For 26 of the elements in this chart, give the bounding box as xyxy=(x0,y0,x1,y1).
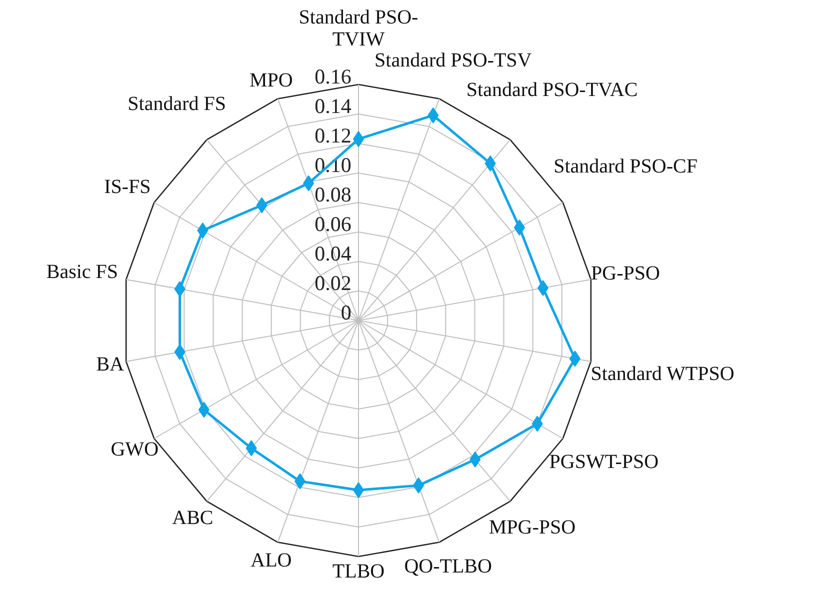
y-tick-label: 0 xyxy=(340,300,352,324)
spoke-label: Standard PSO-TVIW xyxy=(298,6,418,50)
spoke-label: BA xyxy=(96,353,125,376)
spoke-label: Standard WTPSO xyxy=(590,363,734,386)
y-tick-label: 0.04 xyxy=(314,241,352,266)
y-tick-label: 0.12 xyxy=(314,123,352,148)
spoke-label: PG-PSO xyxy=(591,262,660,284)
spoke-label: IS-FS xyxy=(104,176,151,198)
spoke-label: MPG-PSO xyxy=(488,516,576,539)
spoke-label: Standard PSO-CF xyxy=(554,155,698,178)
y-tick-label: 0.14 xyxy=(314,94,352,118)
y-tick-label: 0.02 xyxy=(314,270,352,295)
spoke-label: Standard FS xyxy=(128,93,226,116)
y-tick-label: 0.16 xyxy=(314,64,352,88)
spoke-label: Standard PSO-TSV xyxy=(374,50,532,72)
spoke-label: ABC xyxy=(172,507,214,530)
y-tick-label: 0.06 xyxy=(314,212,352,236)
y-tick-label: 0.08 xyxy=(314,182,352,206)
spoke-label: ALO xyxy=(250,549,292,572)
spoke-label: TLBO xyxy=(332,560,385,582)
spoke-label: Basic FS xyxy=(46,260,118,283)
spoke-label: MPO xyxy=(250,70,293,92)
spoke-label: Standard PSO-TVAC xyxy=(466,78,638,101)
spoke-label: PGSWT-PSO xyxy=(549,451,659,474)
spoke-label: GWO xyxy=(110,438,159,461)
spoke-label: QO-TLBO xyxy=(404,556,492,578)
